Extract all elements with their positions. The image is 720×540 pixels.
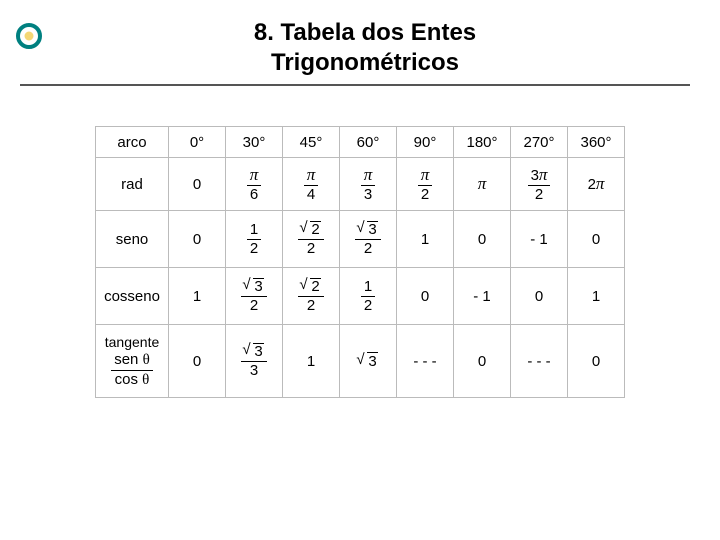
table-cell: π4	[283, 158, 340, 211]
table-cell: 60°	[340, 127, 397, 158]
row-header: tangentesen θcos θ	[96, 325, 169, 398]
table-cell: π3	[340, 158, 397, 211]
row-header: arco	[96, 127, 169, 158]
table-cell: 22	[283, 211, 340, 268]
table-cell: 90°	[397, 127, 454, 158]
table-row: seno012223210- 10	[96, 211, 625, 268]
table-cell: 32	[226, 268, 283, 325]
table-cell: π6	[226, 158, 283, 211]
table-cell: 2π	[568, 158, 625, 211]
row-header: cosseno	[96, 268, 169, 325]
table-cell: - 1	[511, 211, 568, 268]
table-cell: 12	[340, 268, 397, 325]
table-cell: 1	[169, 268, 226, 325]
table-row: tangentesen θcos θ03313- - -0- - -0	[96, 325, 625, 398]
table-cell: 30°	[226, 127, 283, 158]
row-header: rad	[96, 158, 169, 211]
table-cell: 1	[397, 211, 454, 268]
table-cell: 0	[454, 325, 511, 398]
table-cell: 3	[340, 325, 397, 398]
table-row: cosseno13222120- 101	[96, 268, 625, 325]
table-cell: 0	[397, 268, 454, 325]
table-row: arco0°30°45°60°90°180°270°360°	[96, 127, 625, 158]
table-cell: 270°	[511, 127, 568, 158]
table-cell: - - -	[397, 325, 454, 398]
table-cell: π2	[397, 158, 454, 211]
table-cell: π	[454, 158, 511, 211]
table-cell: 0	[568, 211, 625, 268]
table-cell: 0	[511, 268, 568, 325]
table-cell: 12	[226, 211, 283, 268]
trig-table: arco0°30°45°60°90°180°270°360°rad0π6π4π3…	[95, 126, 625, 398]
table-cell: 0	[169, 158, 226, 211]
table-cell: - - -	[511, 325, 568, 398]
table-row: rad0π6π4π3π2π3π22π	[96, 158, 625, 211]
table-cell: 45°	[283, 127, 340, 158]
bullet-icon	[15, 22, 43, 50]
table-cell: 180°	[454, 127, 511, 158]
title-region: 8. Tabela dos Entes Trigonométricos	[20, 0, 690, 86]
table-cell: 3π2	[511, 158, 568, 211]
table-cell: 0°	[169, 127, 226, 158]
table-cell: 33	[226, 325, 283, 398]
page-title: 8. Tabela dos Entes Trigonométricos	[160, 18, 570, 78]
table-cell: 0	[169, 211, 226, 268]
table-cell: - 1	[454, 268, 511, 325]
table-cell: 360°	[568, 127, 625, 158]
table-cell: 0	[568, 325, 625, 398]
table-cell: 1	[568, 268, 625, 325]
table-cell: 32	[340, 211, 397, 268]
trig-table-container: arco0°30°45°60°90°180°270°360°rad0π6π4π3…	[95, 126, 720, 398]
row-header: seno	[96, 211, 169, 268]
table-cell: 1	[283, 325, 340, 398]
table-cell: 0	[169, 325, 226, 398]
table-cell: 0	[454, 211, 511, 268]
table-cell: 22	[283, 268, 340, 325]
